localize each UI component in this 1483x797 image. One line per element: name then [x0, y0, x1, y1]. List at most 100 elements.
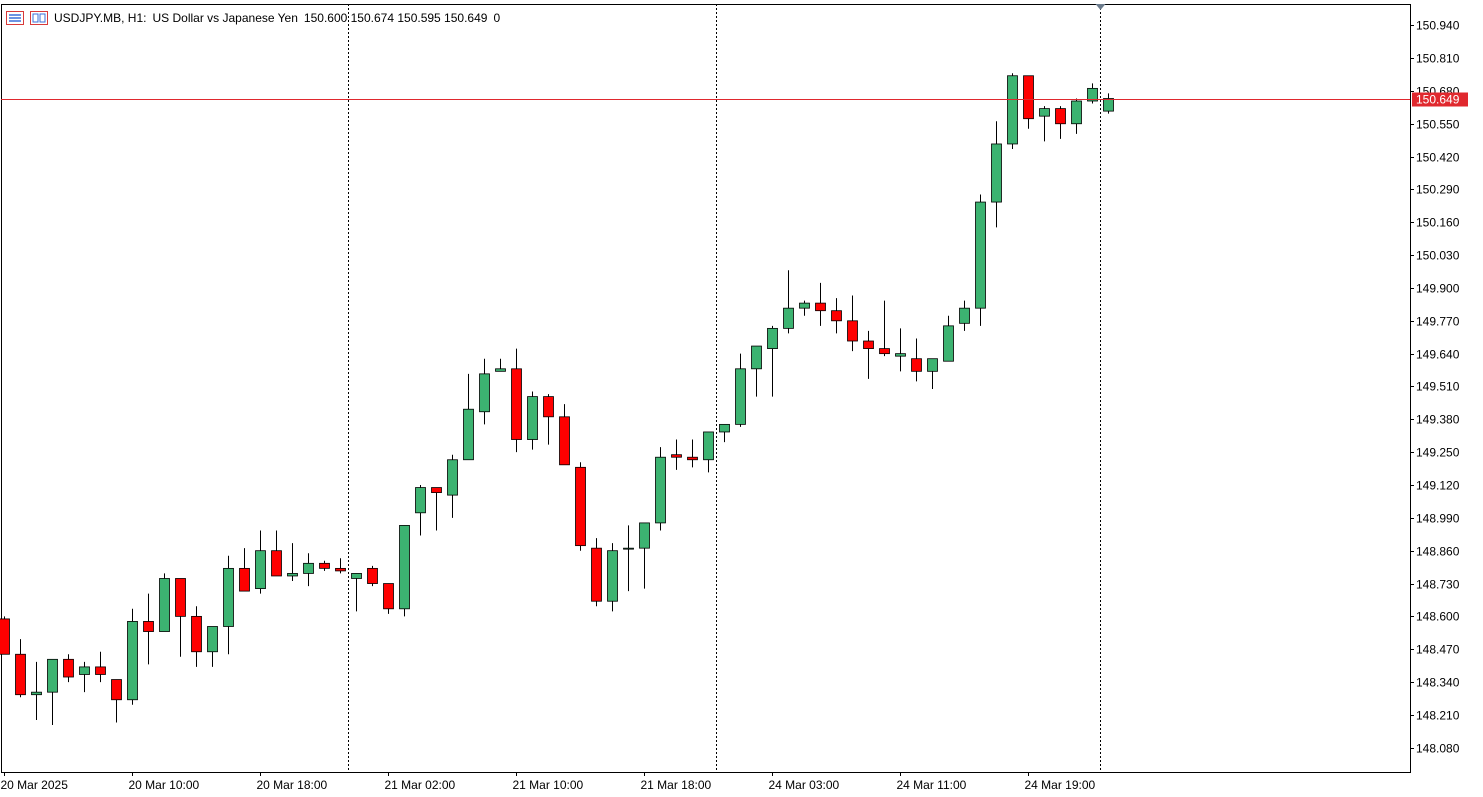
bull-candle [303, 562, 314, 574]
bear-candle [383, 583, 394, 610]
bull-candle [623, 547, 634, 550]
x-tick-label: 20 Mar 10:00 [129, 778, 200, 792]
y-tick-label: 148.730 [1416, 578, 1460, 592]
bull-candle [287, 573, 298, 577]
bull-candle [159, 578, 170, 632]
y-tick-label: 150.550 [1416, 118, 1460, 132]
current-price-label: 150.649 [1416, 93, 1460, 107]
bear-candle [847, 320, 858, 342]
bull-candle [895, 353, 906, 357]
bear-candle [1055, 108, 1066, 125]
bear-candle [191, 615, 202, 653]
x-tick-label: 20 Mar 18:00 [257, 778, 328, 792]
bull-candle [927, 358, 938, 372]
x-tick-label: 24 Mar 19:00 [1025, 778, 1096, 792]
y-tick-label: 150.940 [1416, 19, 1460, 33]
bull-candle [47, 658, 58, 693]
x-tick-label: 24 Mar 11:00 [897, 778, 967, 792]
bear-candle [175, 578, 186, 617]
shift-marker-icon[interactable] [1095, 4, 1106, 10]
bear-candle [591, 547, 602, 602]
y-tick-label: 150.420 [1416, 151, 1460, 165]
bull-candle [351, 573, 362, 579]
y-tick-label: 149.900 [1416, 282, 1460, 296]
bear-candle [15, 653, 26, 696]
y-tick-label: 148.860 [1416, 545, 1460, 559]
bear-candle [0, 618, 10, 655]
x-tick-label: 21 Mar 10:00 [513, 778, 584, 792]
bull-candle [479, 373, 490, 413]
bull-candle [127, 621, 138, 701]
bull-candle [415, 487, 426, 514]
bull-candle [751, 345, 762, 370]
bull-candle [1007, 75, 1018, 145]
y-tick-label: 148.340 [1416, 676, 1460, 690]
x-tick-label: 21 Mar 02:00 [385, 778, 456, 792]
x-tick-label: 24 Mar 03:00 [769, 778, 840, 792]
bull-candle [1087, 87, 1098, 102]
bull-candle [959, 307, 970, 324]
bull-candle [703, 431, 714, 461]
y-tick-label: 149.250 [1416, 446, 1460, 460]
bull-candle [1103, 98, 1114, 112]
bull-candle [207, 626, 218, 653]
bear-candle [1023, 75, 1034, 120]
bear-candle [367, 567, 378, 584]
bear-candle [239, 567, 250, 592]
y-tick-label: 148.210 [1416, 709, 1460, 723]
bear-candle [815, 302, 826, 312]
y-tick-label: 150.030 [1416, 249, 1460, 263]
bull-candle [1071, 100, 1082, 125]
bear-candle [543, 396, 554, 418]
bear-candle [319, 562, 330, 569]
bear-candle [863, 340, 874, 349]
bull-candle [463, 408, 474, 461]
y-tick-label: 148.080 [1416, 742, 1460, 756]
bear-candle [879, 348, 890, 355]
current-price-badge [1412, 92, 1468, 107]
bear-candle [671, 454, 682, 458]
bear-candle [511, 368, 522, 440]
bear-candle [143, 621, 154, 632]
bull-candle [607, 550, 618, 602]
bear-candle [687, 456, 698, 461]
y-tick-label: 149.380 [1416, 413, 1460, 427]
bull-candle [975, 201, 986, 309]
bear-candle [271, 550, 282, 577]
bull-candle [399, 525, 410, 610]
bear-candle [831, 310, 842, 322]
bull-candle [735, 368, 746, 425]
y-tick-label: 148.600 [1416, 610, 1460, 624]
plot-area[interactable] [1, 4, 1411, 773]
bear-candle [95, 666, 106, 675]
bear-candle [559, 416, 570, 466]
chart-window-icon[interactable] [30, 11, 48, 25]
y-tick-label: 150.810 [1416, 52, 1460, 66]
bull-candle [495, 368, 506, 372]
bear-candle [431, 487, 442, 493]
bull-candle [719, 423, 730, 433]
y-tick-label: 149.640 [1416, 348, 1460, 362]
bear-candle [63, 658, 74, 678]
bear-candle [111, 679, 122, 701]
bull-candle [943, 325, 954, 362]
bull-candle [991, 143, 1002, 203]
y-tick-label: 150.290 [1416, 183, 1460, 197]
x-tick-label: 20 Mar 2025 [1, 778, 69, 792]
bull-candle [639, 522, 650, 549]
tick-volume: 0 [493, 11, 501, 25]
ohlc-values: 150.600 150.674 150.595 150.649 [303, 11, 488, 25]
y-tick-label: 150.160 [1416, 216, 1460, 230]
x-tick-label: 21 Mar 18:00 [641, 778, 712, 792]
chart-list-icon[interactable] [6, 11, 24, 25]
bull-candle [655, 456, 666, 524]
bull-candle [31, 691, 42, 696]
y-tick-label: 149.510 [1416, 380, 1460, 394]
bull-candle [447, 459, 458, 496]
bull-candle [527, 396, 538, 440]
chart-header: USDJPY.MB, H1: US Dollar vs Japanese Yen… [6, 9, 500, 27]
bull-candle [223, 567, 234, 627]
bull-candle [79, 666, 90, 675]
